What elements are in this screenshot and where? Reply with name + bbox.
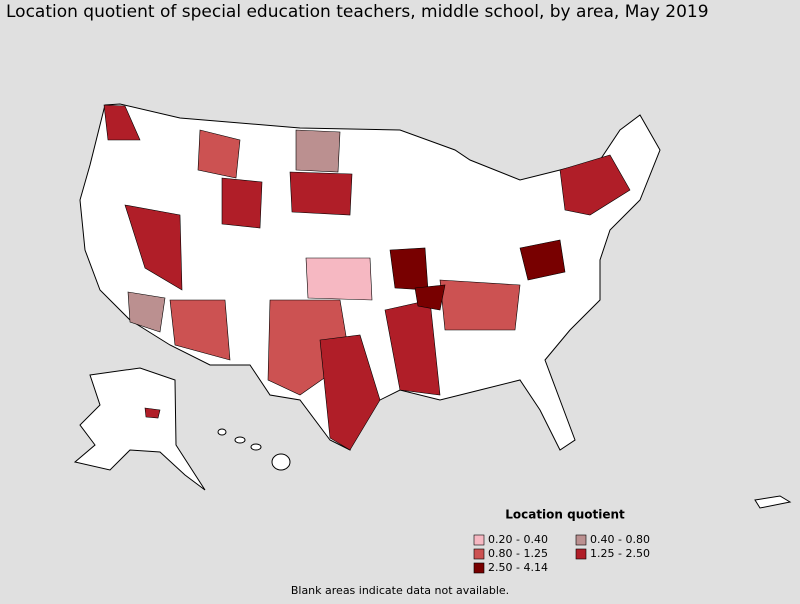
area bbox=[197, 129, 241, 179]
legend-swatch bbox=[575, 548, 587, 560]
area bbox=[414, 284, 446, 311]
area bbox=[169, 299, 231, 361]
hawaii bbox=[217, 428, 291, 471]
area-fills bbox=[103, 104, 631, 451]
puerto-rico bbox=[754, 495, 792, 509]
area bbox=[144, 407, 161, 419]
footnote: Blank areas indicate data not available. bbox=[291, 584, 509, 597]
legend-swatch bbox=[473, 562, 485, 574]
island bbox=[217, 428, 227, 436]
legend: 0.20 - 0.40 0.40 - 0.80 0.80 - 1.25 1.25 - … bbox=[473, 533, 650, 574]
area bbox=[103, 104, 141, 141]
island bbox=[271, 453, 291, 471]
alaska bbox=[73, 367, 206, 491]
legend-label: 0.20 - 0.40 bbox=[488, 533, 548, 546]
legend-swatch bbox=[473, 534, 485, 546]
legend-label: 0.40 - 0.80 bbox=[590, 533, 650, 546]
area bbox=[384, 299, 441, 396]
area bbox=[519, 239, 566, 281]
map-title: Location quotient of special education t… bbox=[6, 2, 709, 22]
area bbox=[305, 257, 373, 301]
legend-swatch bbox=[575, 534, 587, 546]
area bbox=[439, 279, 521, 331]
legend-label: 2.50 - 4.14 bbox=[488, 561, 548, 574]
area bbox=[221, 177, 263, 229]
legend-label: 1.25 - 2.50 bbox=[590, 547, 650, 560]
island bbox=[250, 443, 262, 451]
legend-swatch bbox=[473, 548, 485, 560]
area bbox=[289, 171, 353, 216]
island bbox=[234, 436, 246, 444]
area bbox=[319, 334, 381, 451]
legend-title: Location quotient bbox=[505, 508, 625, 522]
area bbox=[124, 204, 183, 291]
area bbox=[127, 291, 166, 333]
area bbox=[295, 129, 341, 173]
legend-label: 0.80 - 1.25 bbox=[488, 547, 548, 560]
area bbox=[389, 247, 429, 291]
area bbox=[559, 154, 631, 216]
